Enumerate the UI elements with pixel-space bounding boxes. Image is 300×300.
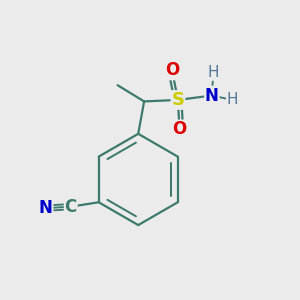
Text: N: N: [39, 199, 52, 217]
Text: N: N: [205, 86, 219, 104]
Text: O: O: [165, 61, 179, 80]
Text: H: H: [227, 92, 238, 107]
Text: O: O: [172, 120, 187, 138]
Text: C: C: [64, 198, 77, 216]
Text: H: H: [208, 65, 219, 80]
Text: S: S: [172, 91, 184, 109]
